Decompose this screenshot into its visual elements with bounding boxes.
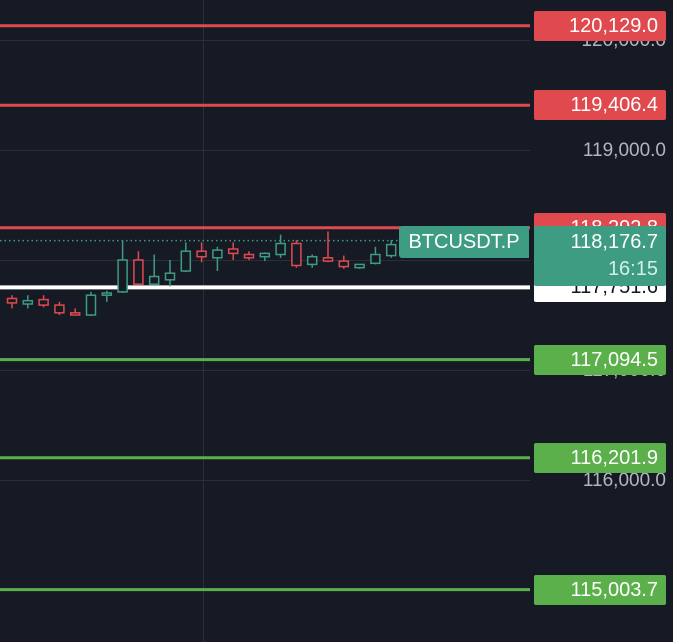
- candle: [275, 234, 286, 258]
- candle: [243, 251, 255, 260]
- last-price-tag: 118,176.7 16:15: [534, 226, 666, 286]
- candle: [212, 246, 223, 271]
- candle: [38, 295, 49, 308]
- candle-body: [133, 259, 144, 285]
- candle: [227, 242, 239, 260]
- candle: [385, 240, 397, 258]
- candle: [133, 251, 144, 285]
- candle-body: [322, 257, 334, 262]
- candle-body: [38, 298, 49, 306]
- candle: [322, 231, 334, 263]
- candle: [370, 246, 381, 265]
- price-level-tag: 119,406.4: [534, 90, 666, 120]
- grid: [0, 0, 530, 642]
- candle: [196, 242, 207, 263]
- price-axis[interactable]: 120,000.0119,000.0118,000.0117,000.0116,…: [530, 0, 673, 642]
- candle-body: [259, 252, 271, 258]
- price-levels: [0, 24, 530, 592]
- candle: [259, 252, 271, 262]
- candle-body: [370, 253, 381, 265]
- candle-body: [22, 299, 34, 305]
- candle-body: [164, 272, 176, 281]
- candle: [148, 254, 160, 285]
- candle: [85, 291, 97, 317]
- candle-body: [101, 292, 113, 296]
- symbol-label: BTCUSDT.P: [399, 226, 529, 258]
- candle: [164, 260, 176, 287]
- price-axis-tick: 116,000.0: [582, 469, 666, 491]
- candle-body: [306, 255, 318, 266]
- last-price-value: 118,176.7: [570, 231, 659, 253]
- candle-body: [69, 312, 81, 316]
- candle-body: [148, 275, 160, 285]
- candle-countdown: 16:15: [607, 258, 658, 280]
- candles: [6, 231, 397, 317]
- candle-body: [291, 242, 302, 267]
- price-level-tag: 120,129.0: [534, 11, 666, 41]
- candle-body: [85, 294, 97, 316]
- candle-body: [227, 248, 239, 255]
- chart-pane[interactable]: BTCUSDT.P: [0, 0, 530, 642]
- candle: [291, 240, 302, 268]
- candle-body: [180, 250, 192, 272]
- candle-body: [354, 263, 365, 269]
- candle-body: [212, 249, 223, 259]
- price-level-tag: 115,003.7: [534, 575, 666, 605]
- candle: [117, 240, 128, 293]
- candle: [354, 263, 365, 269]
- candle-body: [243, 253, 255, 259]
- candle-body: [275, 242, 286, 256]
- candle-body: [385, 243, 397, 257]
- candle: [180, 242, 192, 273]
- candle-body: [338, 260, 350, 268]
- price-axis-tick: 119,000.0: [582, 139, 666, 161]
- candle: [22, 295, 34, 309]
- candle-body: [6, 297, 18, 304]
- candle: [69, 308, 81, 316]
- price-level-tag: 117,094.5: [534, 345, 666, 375]
- price-level-tag: 116,201.9: [534, 443, 666, 473]
- candle-body: [196, 250, 207, 258]
- candle: [101, 290, 113, 302]
- candle-body: [117, 259, 128, 293]
- candlestick-chart[interactable]: [0, 0, 530, 642]
- candle: [338, 255, 350, 269]
- candle-body: [54, 304, 65, 314]
- candle: [6, 295, 18, 309]
- candle: [306, 254, 318, 268]
- candle: [54, 301, 65, 315]
